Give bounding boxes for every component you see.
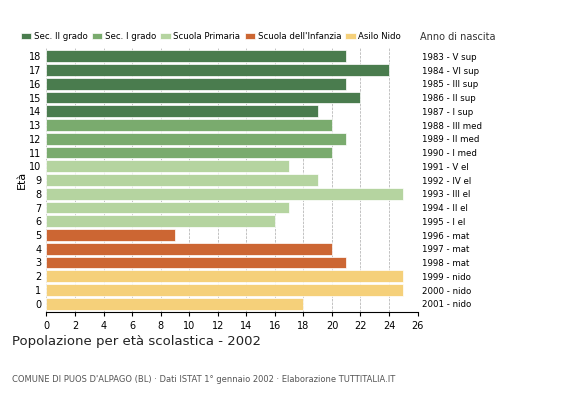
Bar [46,270,403,282]
Legend: Sec. II grado, Sec. I grado, Scuola Primaria, Scuola dell'Infanzia, Asilo Nido: Sec. II grado, Sec. I grado, Scuola Prim… [21,32,401,41]
Bar [46,216,275,227]
Bar [46,64,389,76]
Bar [46,92,361,103]
Bar [46,78,346,90]
Bar [46,50,346,62]
Bar [46,188,403,200]
Bar [46,147,332,158]
Bar [46,174,318,186]
Bar [46,202,289,213]
Bar [46,257,346,268]
Bar [46,243,332,254]
Bar [46,229,175,241]
Bar [46,119,332,131]
Bar [46,298,303,310]
Text: Anno di nascita: Anno di nascita [420,32,496,42]
Bar [46,160,289,172]
Text: Popolazione per età scolastica - 2002: Popolazione per età scolastica - 2002 [12,335,260,348]
Text: COMUNE DI PUOS D'ALPAGO (BL) · Dati ISTAT 1° gennaio 2002 · Elaborazione TUTTITA: COMUNE DI PUOS D'ALPAGO (BL) · Dati ISTA… [12,375,395,384]
Y-axis label: Età: Età [16,171,26,189]
Bar [46,106,318,117]
Bar [46,133,346,144]
Bar [46,284,403,296]
